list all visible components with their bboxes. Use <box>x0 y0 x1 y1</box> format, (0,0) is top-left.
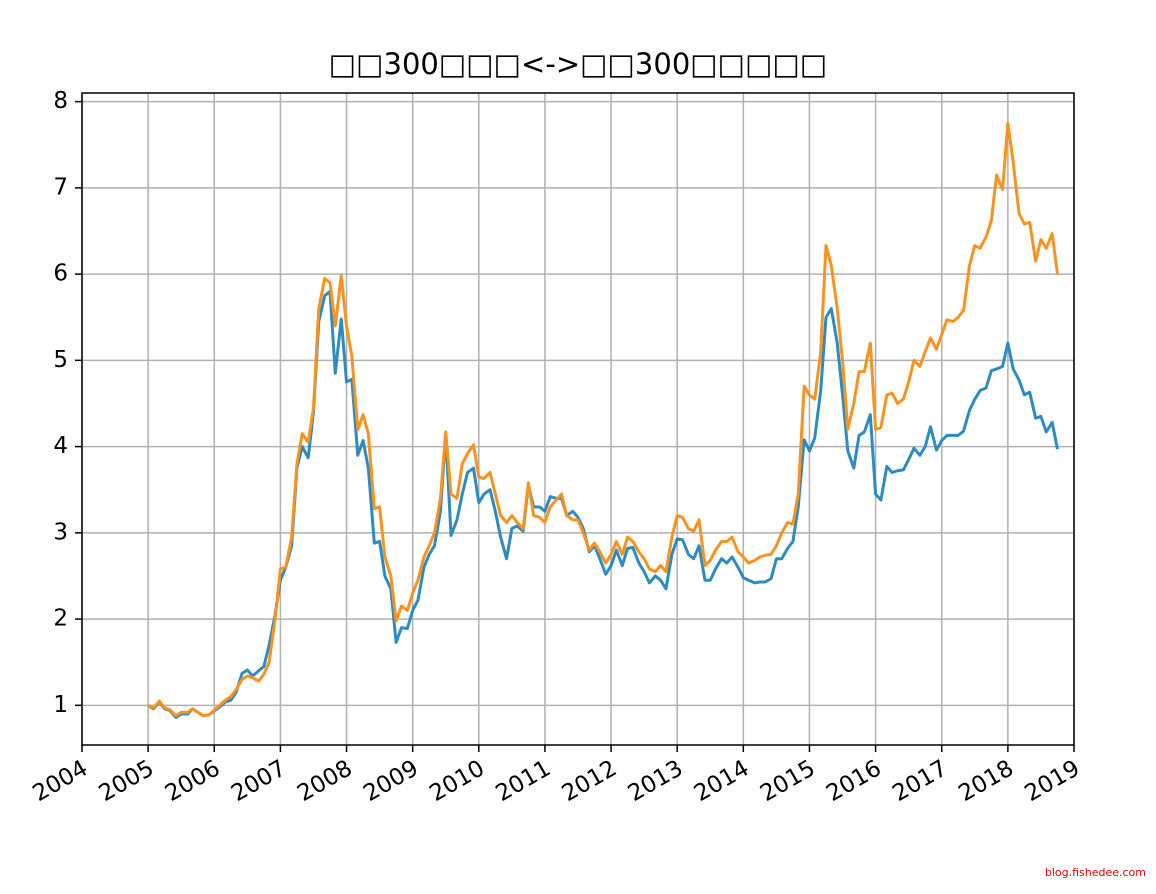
x-tick-label: 2014 <box>690 755 754 807</box>
x-tick-label: 2009 <box>359 755 423 807</box>
x-tick-label: 2005 <box>95 755 159 807</box>
x-tick-label: 2010 <box>425 755 489 807</box>
x-tick-label: 2012 <box>558 755 622 807</box>
y-tick-label: 6 <box>53 261 68 287</box>
y-tick-label: 8 <box>53 88 68 114</box>
x-tick-label: 2013 <box>624 755 688 807</box>
y-tick-label: 4 <box>53 433 68 459</box>
x-tick-label: 2004 <box>29 755 93 807</box>
watermark: blog.fishedee.com <box>1045 866 1146 879</box>
x-tick-label: 2019 <box>1021 755 1085 807</box>
series-line <box>147 121 1059 718</box>
x-tick-label: 2016 <box>822 755 886 807</box>
plot-frame <box>81 92 1075 746</box>
x-tick-label: 2018 <box>954 755 1018 807</box>
x-tick-label: 2006 <box>161 755 225 807</box>
y-tick-label: 5 <box>53 347 68 373</box>
x-tick-label: 2017 <box>888 755 952 807</box>
x-tick-label: 2007 <box>227 755 291 807</box>
y-tick-label: 2 <box>53 606 68 632</box>
series-line <box>147 289 1059 719</box>
x-tick-label: 2008 <box>293 755 357 807</box>
x-tick-label: 2015 <box>756 755 820 807</box>
y-tick-label: 7 <box>53 174 68 200</box>
x-tick-label: 2011 <box>491 755 555 807</box>
y-tick-label: 1 <box>53 692 68 718</box>
y-tick-label: 3 <box>53 519 68 545</box>
chart-title: □□300□□□<->□□300□□□□□ <box>329 47 828 81</box>
